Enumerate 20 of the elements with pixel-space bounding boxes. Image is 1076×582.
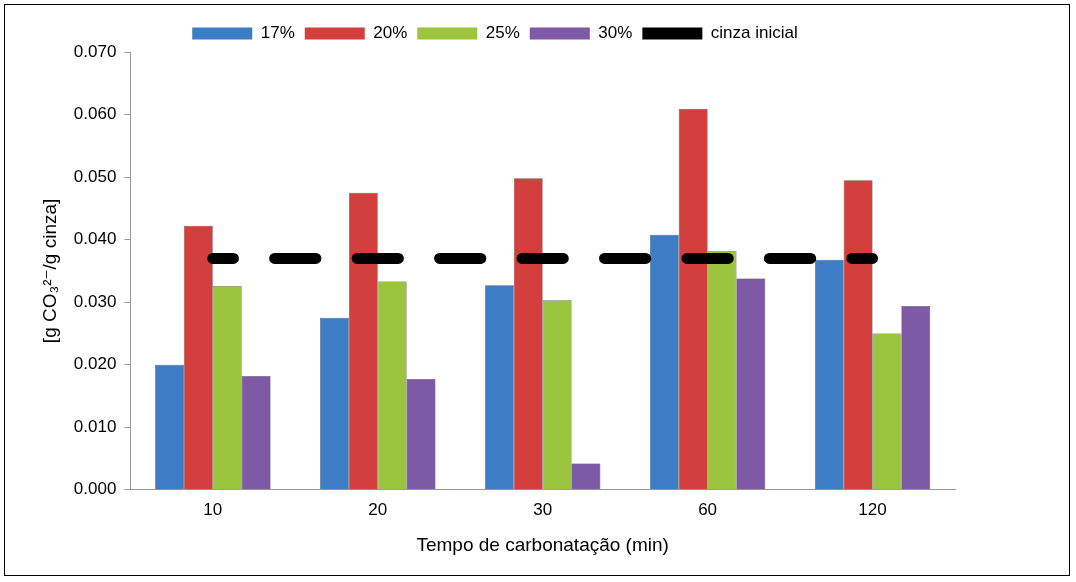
x-tick-label: 120	[858, 499, 887, 519]
x-axis-title: Tempo de carbonatação (min)	[416, 533, 669, 555]
x-tick-label: 10	[203, 499, 223, 519]
y-tick-label: 0.050	[73, 166, 117, 186]
legend-label: 17%	[260, 23, 295, 43]
x-tick-label: 20	[368, 499, 388, 519]
y-tick-label: 0.060	[73, 104, 117, 124]
y-tick-label: 0.070	[73, 41, 117, 61]
x-tick-label: 60	[698, 499, 718, 519]
legend-label: 30%	[598, 23, 633, 43]
y-tick-label: 0.040	[73, 229, 117, 249]
legend-label: 25%	[485, 23, 520, 43]
y-axis-title: [g CO₃²⁻/g cinza]	[38, 198, 60, 344]
y-tick-label: 0.000	[73, 479, 117, 499]
y-tick-label: 0.020	[73, 354, 117, 374]
legend-label: cinza inicial	[710, 23, 798, 43]
y-tick-label: 0.010	[73, 416, 117, 436]
x-tick-label: 30	[533, 499, 553, 519]
legend-label: 20%	[373, 23, 408, 43]
y-tick-label: 0.030	[73, 291, 117, 311]
